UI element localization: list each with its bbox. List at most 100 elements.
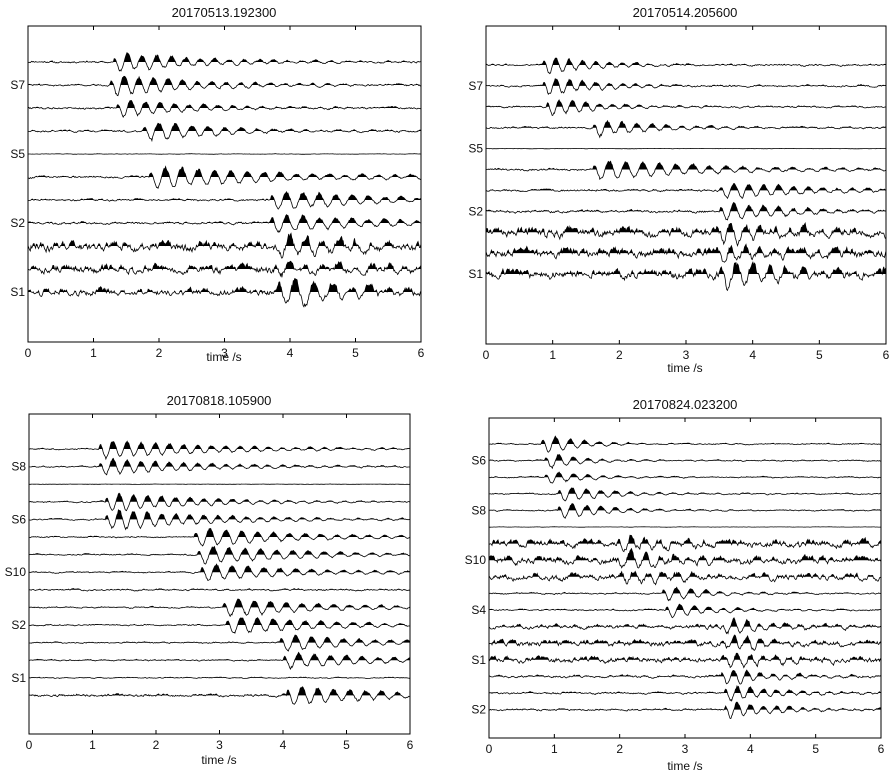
station-label: S4 [471,603,486,617]
trace-line [488,453,881,470]
trace-line [485,261,887,292]
trace-line [27,277,422,308]
x-tick-label: 2 [153,738,160,752]
trace-fill [28,261,421,269]
trace-line [28,588,411,592]
trace-line [485,99,887,117]
trace-line [485,201,887,221]
station-label: S10 [5,565,27,579]
trace-line [489,435,882,453]
x-tick-label: 2 [616,742,623,756]
station-label: S1 [471,653,486,667]
x-tick-label: 5 [352,346,359,360]
trace-line [486,147,887,150]
trace-fill [489,686,881,693]
trace-line [27,260,422,278]
trace-line [28,651,411,671]
station-labels: S7 S5 S2 S1 [468,79,483,281]
trace-line [488,652,882,669]
station-label: S6 [11,512,26,526]
x-axis-label: time /s [206,350,241,364]
trace-line [27,190,422,210]
trace-line [28,563,411,581]
station-label: S5 [10,147,25,161]
trace-fill [489,454,881,461]
x-tick-label: 3 [683,348,690,362]
trace-line [28,492,411,512]
trace-line [485,77,887,95]
station-label: S2 [10,216,25,230]
station-label: S2 [471,703,486,717]
trace-line [28,509,411,531]
trace-line [489,487,882,502]
trace-line [488,617,882,635]
x-tick-label: 4 [749,348,756,362]
x-tick-label: 4 [280,738,287,752]
trace-line [29,483,410,485]
trace-fill [489,635,881,644]
trace-line [488,526,882,528]
x-tick-label: 6 [407,738,414,752]
station-labels: S6 S8 S10 S4 S1 S2 [465,454,487,717]
trace-fill [489,487,881,494]
trace-line [488,586,882,602]
trace-line [488,534,882,553]
station-labels: S8 S6 S10 S2 S1 [5,460,27,685]
trace-line [488,570,882,586]
x-axis-label: time /s [201,753,236,767]
trace-line [488,603,882,619]
station-label: S5 [468,142,483,156]
trace-line [488,547,882,569]
panel-title: 20170513.192300 [172,5,277,20]
trace-fill [486,100,886,107]
trace-line [27,153,421,155]
panel-2: 20170514.205600 S7 S5 S2 S1 0 1 2 3 4 5 6 time /s [468,5,889,375]
trace-line [28,617,411,634]
plot-area [485,25,887,345]
trace-line [29,676,411,679]
x-tick-label: 5 [343,738,350,752]
trace-line [28,686,411,705]
station-label: S7 [10,78,25,92]
station-label: S1 [468,267,483,281]
trace-fill [489,472,881,478]
trace-line [485,221,887,248]
trace-line [28,457,410,476]
x-tick-label: 5 [812,742,819,756]
x-tick-label: 4 [287,346,294,360]
trace-fill [29,493,410,502]
x-ticks: 0 1 2 3 4 5 6 [486,418,885,756]
trace-line [27,51,422,72]
trace-line [488,471,882,484]
trace-line [28,634,411,652]
trace-line [28,598,411,617]
trace-line [27,232,422,259]
panel-title: 20170514.205600 [633,5,738,20]
trace-line [488,669,882,685]
trace-fill [28,214,421,223]
x-tick-label: 1 [90,346,97,360]
x-ticks: 0 1 2 3 4 5 6 [25,26,425,360]
x-tick-label: 3 [221,346,228,360]
x-tick-label: 6 [883,348,890,362]
x-tick-label: 1 [549,348,556,362]
trace-line [27,165,422,190]
trace-line [485,183,887,200]
trace-line [485,57,887,75]
trace-group [28,440,411,705]
trace-line [27,100,422,118]
trace-fill [486,262,886,274]
plot-area [27,25,422,343]
trace-line [27,214,421,233]
trace-line [488,701,882,719]
trace-line [485,160,887,181]
station-label: S6 [471,454,486,468]
trace-group [27,51,422,308]
trace-line [488,503,882,519]
x-tick-label: 0 [25,346,32,360]
trace-line [485,243,887,263]
x-tick-label: 2 [156,346,163,360]
x-axis-label: time /s [667,361,702,375]
x-tick-label: 4 [747,742,754,756]
